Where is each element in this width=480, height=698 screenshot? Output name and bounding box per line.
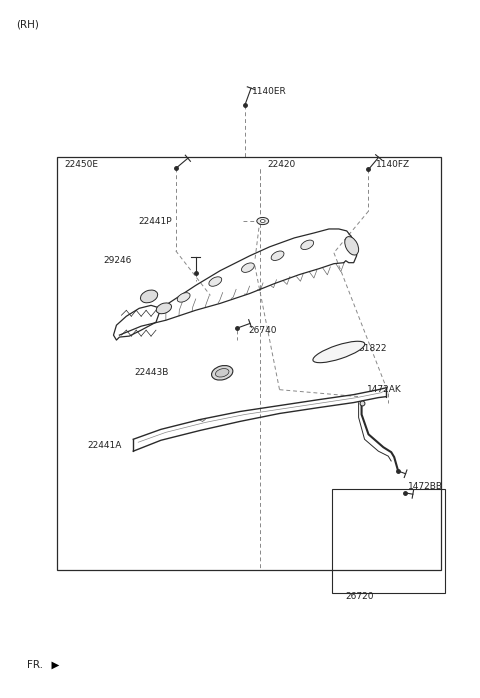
Ellipse shape (212, 366, 233, 380)
Text: 31822: 31822 (359, 343, 387, 352)
Text: 22443B: 22443B (134, 369, 168, 378)
Ellipse shape (177, 292, 190, 302)
Text: 1472BB: 1472BB (408, 482, 443, 491)
Ellipse shape (141, 290, 157, 303)
Text: 26720: 26720 (346, 591, 374, 600)
Text: 22441P: 22441P (138, 216, 172, 225)
Bar (332, 489, 444, 593)
Ellipse shape (301, 240, 313, 250)
Text: (RH): (RH) (17, 20, 39, 29)
Ellipse shape (216, 369, 229, 377)
Ellipse shape (209, 277, 222, 286)
Ellipse shape (260, 220, 265, 223)
Text: 1140ER: 1140ER (252, 87, 287, 96)
Text: 1140FZ: 1140FZ (376, 160, 410, 169)
Ellipse shape (257, 218, 269, 225)
Ellipse shape (156, 303, 171, 313)
Text: 1472AK: 1472AK (367, 385, 401, 394)
Text: 22441A: 22441A (88, 440, 122, 450)
Text: 22450E: 22450E (64, 160, 98, 169)
Ellipse shape (345, 237, 359, 255)
Text: FR.: FR. (27, 660, 44, 671)
Bar (57, 156, 441, 570)
Text: 26740: 26740 (248, 326, 276, 334)
Text: 29246: 29246 (104, 256, 132, 265)
Text: 22420: 22420 (268, 160, 296, 169)
Ellipse shape (241, 263, 254, 272)
Ellipse shape (271, 251, 284, 260)
Ellipse shape (313, 341, 365, 363)
